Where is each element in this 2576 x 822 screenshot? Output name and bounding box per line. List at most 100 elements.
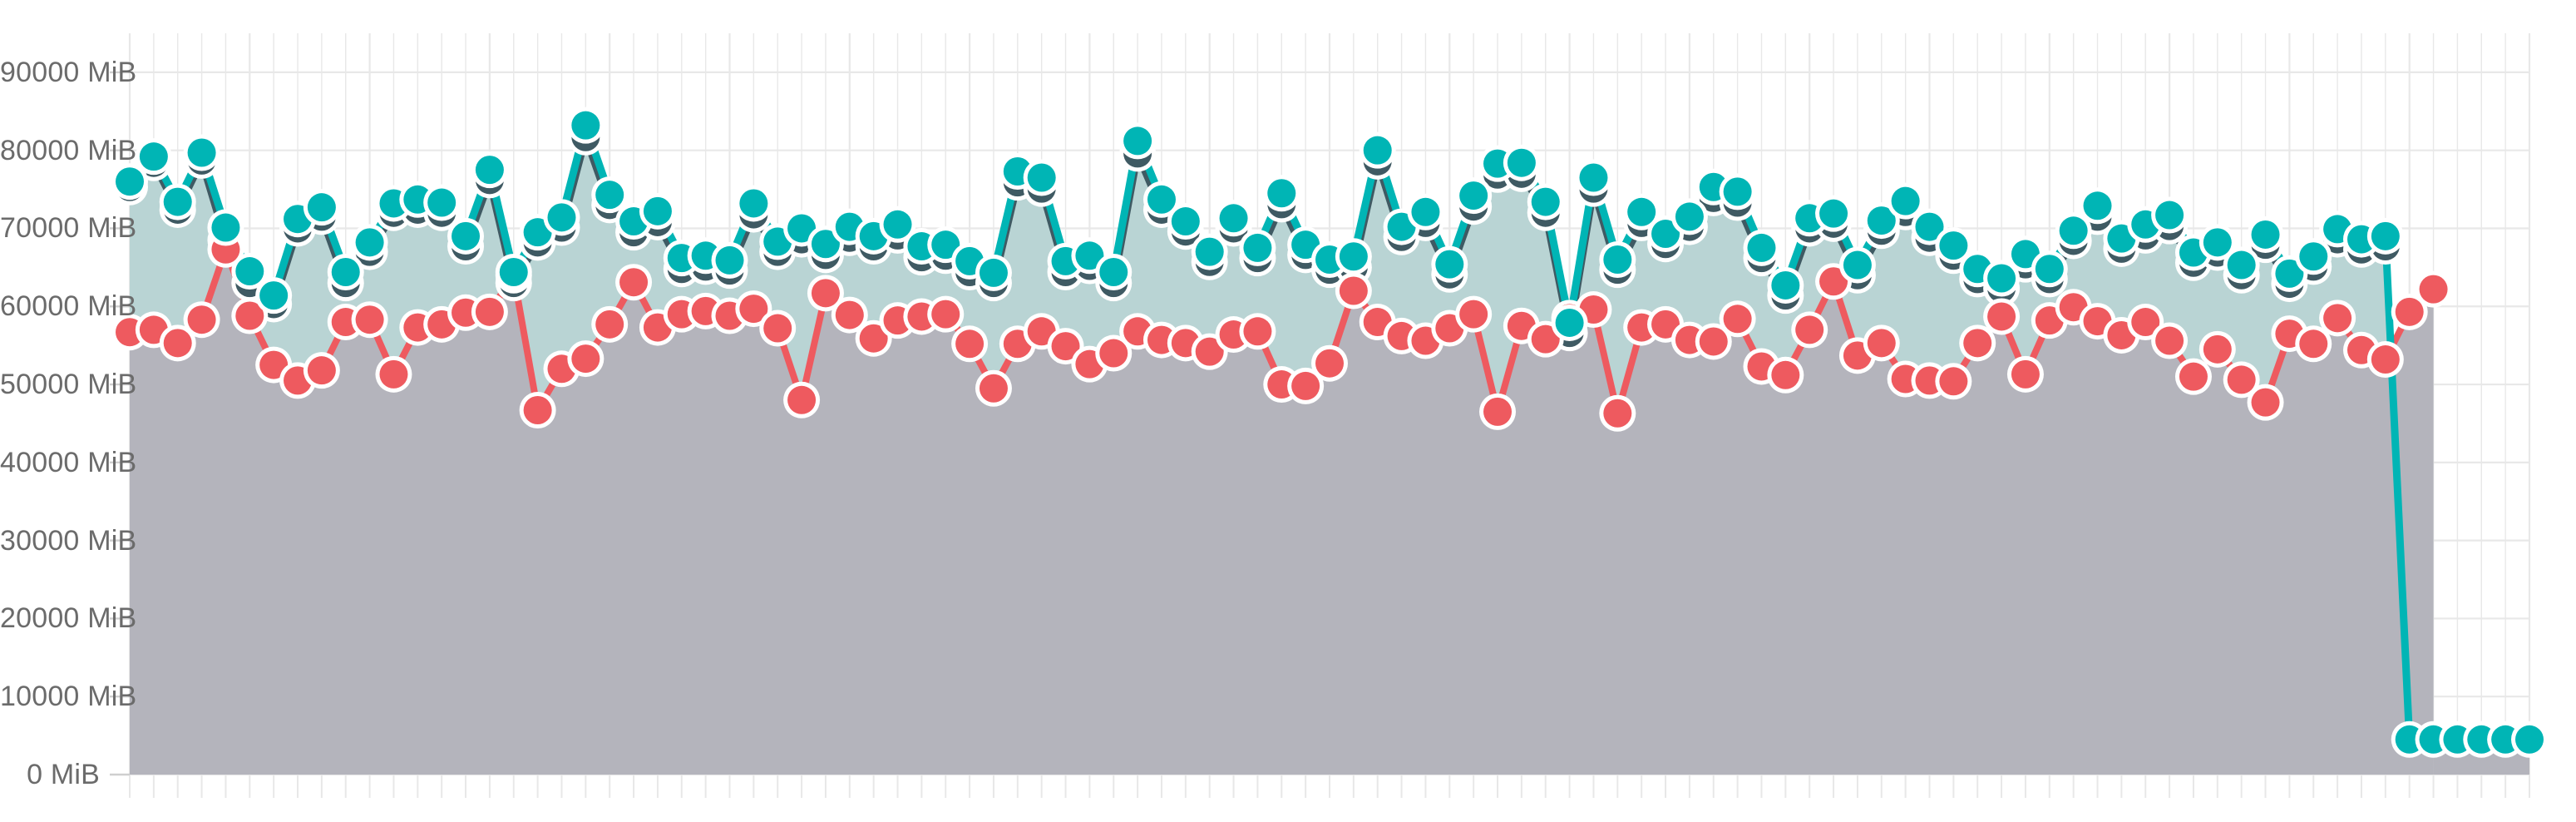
marker bbox=[187, 305, 216, 334]
marker bbox=[2131, 308, 2160, 337]
marker bbox=[116, 167, 144, 196]
marker bbox=[1603, 245, 1632, 274]
marker bbox=[452, 221, 481, 250]
marker bbox=[1339, 242, 1368, 271]
marker bbox=[1435, 314, 1464, 343]
marker bbox=[163, 187, 192, 216]
marker bbox=[2059, 216, 2088, 245]
marker bbox=[1075, 241, 1104, 270]
marker bbox=[811, 230, 840, 259]
marker bbox=[2371, 345, 2400, 374]
marker bbox=[2083, 191, 2112, 220]
marker bbox=[475, 156, 504, 185]
marker bbox=[2395, 725, 2424, 754]
marker bbox=[1507, 148, 1536, 177]
marker bbox=[235, 301, 264, 330]
marker bbox=[331, 257, 360, 286]
marker bbox=[1939, 231, 1968, 260]
marker bbox=[787, 214, 817, 243]
marker bbox=[1195, 337, 1224, 366]
marker bbox=[2467, 725, 2496, 754]
marker bbox=[2419, 725, 2448, 754]
marker bbox=[1411, 197, 1440, 226]
marker bbox=[739, 295, 768, 324]
marker bbox=[2011, 359, 2040, 389]
y-axis-tick-label: 30000 MiB bbox=[0, 524, 137, 557]
marker bbox=[1867, 329, 1896, 358]
marker bbox=[499, 257, 528, 286]
marker bbox=[2203, 334, 2232, 364]
marker bbox=[931, 230, 960, 260]
marker bbox=[2323, 304, 2352, 333]
markers-total bbox=[111, 106, 2548, 758]
marker bbox=[1603, 399, 1632, 428]
marker bbox=[2491, 725, 2520, 754]
marker bbox=[1147, 185, 1176, 214]
marker bbox=[1291, 371, 1320, 400]
marker bbox=[2227, 365, 2256, 394]
marker bbox=[1243, 317, 1272, 346]
marker bbox=[211, 213, 240, 242]
y-axis-tick-label: 0 MiB bbox=[27, 759, 100, 790]
marker bbox=[307, 356, 336, 385]
marker bbox=[1867, 206, 1896, 235]
marker bbox=[2275, 259, 2304, 288]
marker bbox=[739, 189, 768, 218]
marker bbox=[811, 279, 840, 308]
marker bbox=[2251, 388, 2280, 417]
marker bbox=[2203, 228, 2232, 257]
y-axis-tick-label: 80000 MiB bbox=[0, 134, 137, 166]
marker bbox=[835, 300, 864, 329]
marker bbox=[1771, 270, 1800, 300]
marker bbox=[1771, 360, 1800, 389]
markers-allocated bbox=[111, 230, 2452, 432]
marker bbox=[1219, 204, 1248, 233]
marker bbox=[1339, 276, 1368, 305]
marker bbox=[979, 374, 1008, 403]
marker bbox=[2035, 255, 2064, 284]
marker bbox=[2395, 297, 2424, 326]
marker bbox=[259, 281, 289, 310]
marker bbox=[1579, 163, 1608, 192]
marker bbox=[763, 314, 792, 343]
marker bbox=[1315, 349, 1344, 378]
marker bbox=[1843, 250, 1872, 280]
marker bbox=[355, 228, 384, 257]
marker bbox=[379, 359, 408, 389]
marker bbox=[427, 188, 456, 217]
marker bbox=[595, 309, 624, 339]
marker bbox=[2299, 242, 2328, 271]
marker bbox=[2227, 250, 2256, 280]
marker bbox=[475, 297, 504, 326]
marker bbox=[1387, 212, 1416, 241]
marker bbox=[1435, 250, 1464, 279]
marker bbox=[1027, 317, 1056, 346]
marker bbox=[1651, 309, 1680, 339]
marker bbox=[2155, 201, 2184, 230]
marker bbox=[787, 385, 817, 414]
marker bbox=[643, 196, 672, 225]
marker bbox=[259, 350, 289, 379]
marker bbox=[2179, 362, 2208, 391]
marker bbox=[1099, 257, 1128, 286]
marker bbox=[2299, 329, 2328, 359]
marker bbox=[307, 193, 336, 222]
y-axis-tick-label: 60000 MiB bbox=[0, 290, 137, 323]
marker bbox=[1747, 233, 1776, 262]
marker bbox=[1555, 308, 1584, 337]
marker bbox=[1099, 339, 1128, 368]
marker bbox=[523, 218, 552, 247]
marker bbox=[979, 258, 1008, 287]
y-axis-tick-label: 20000 MiB bbox=[0, 602, 137, 635]
marker bbox=[2515, 725, 2544, 754]
marker bbox=[523, 396, 552, 425]
marker bbox=[2107, 224, 2136, 253]
marker bbox=[1363, 308, 1392, 337]
marker bbox=[1531, 324, 1560, 354]
marker bbox=[1915, 212, 1944, 241]
marker bbox=[1459, 300, 1488, 329]
marker bbox=[1651, 220, 1680, 249]
marker bbox=[1795, 315, 1824, 344]
